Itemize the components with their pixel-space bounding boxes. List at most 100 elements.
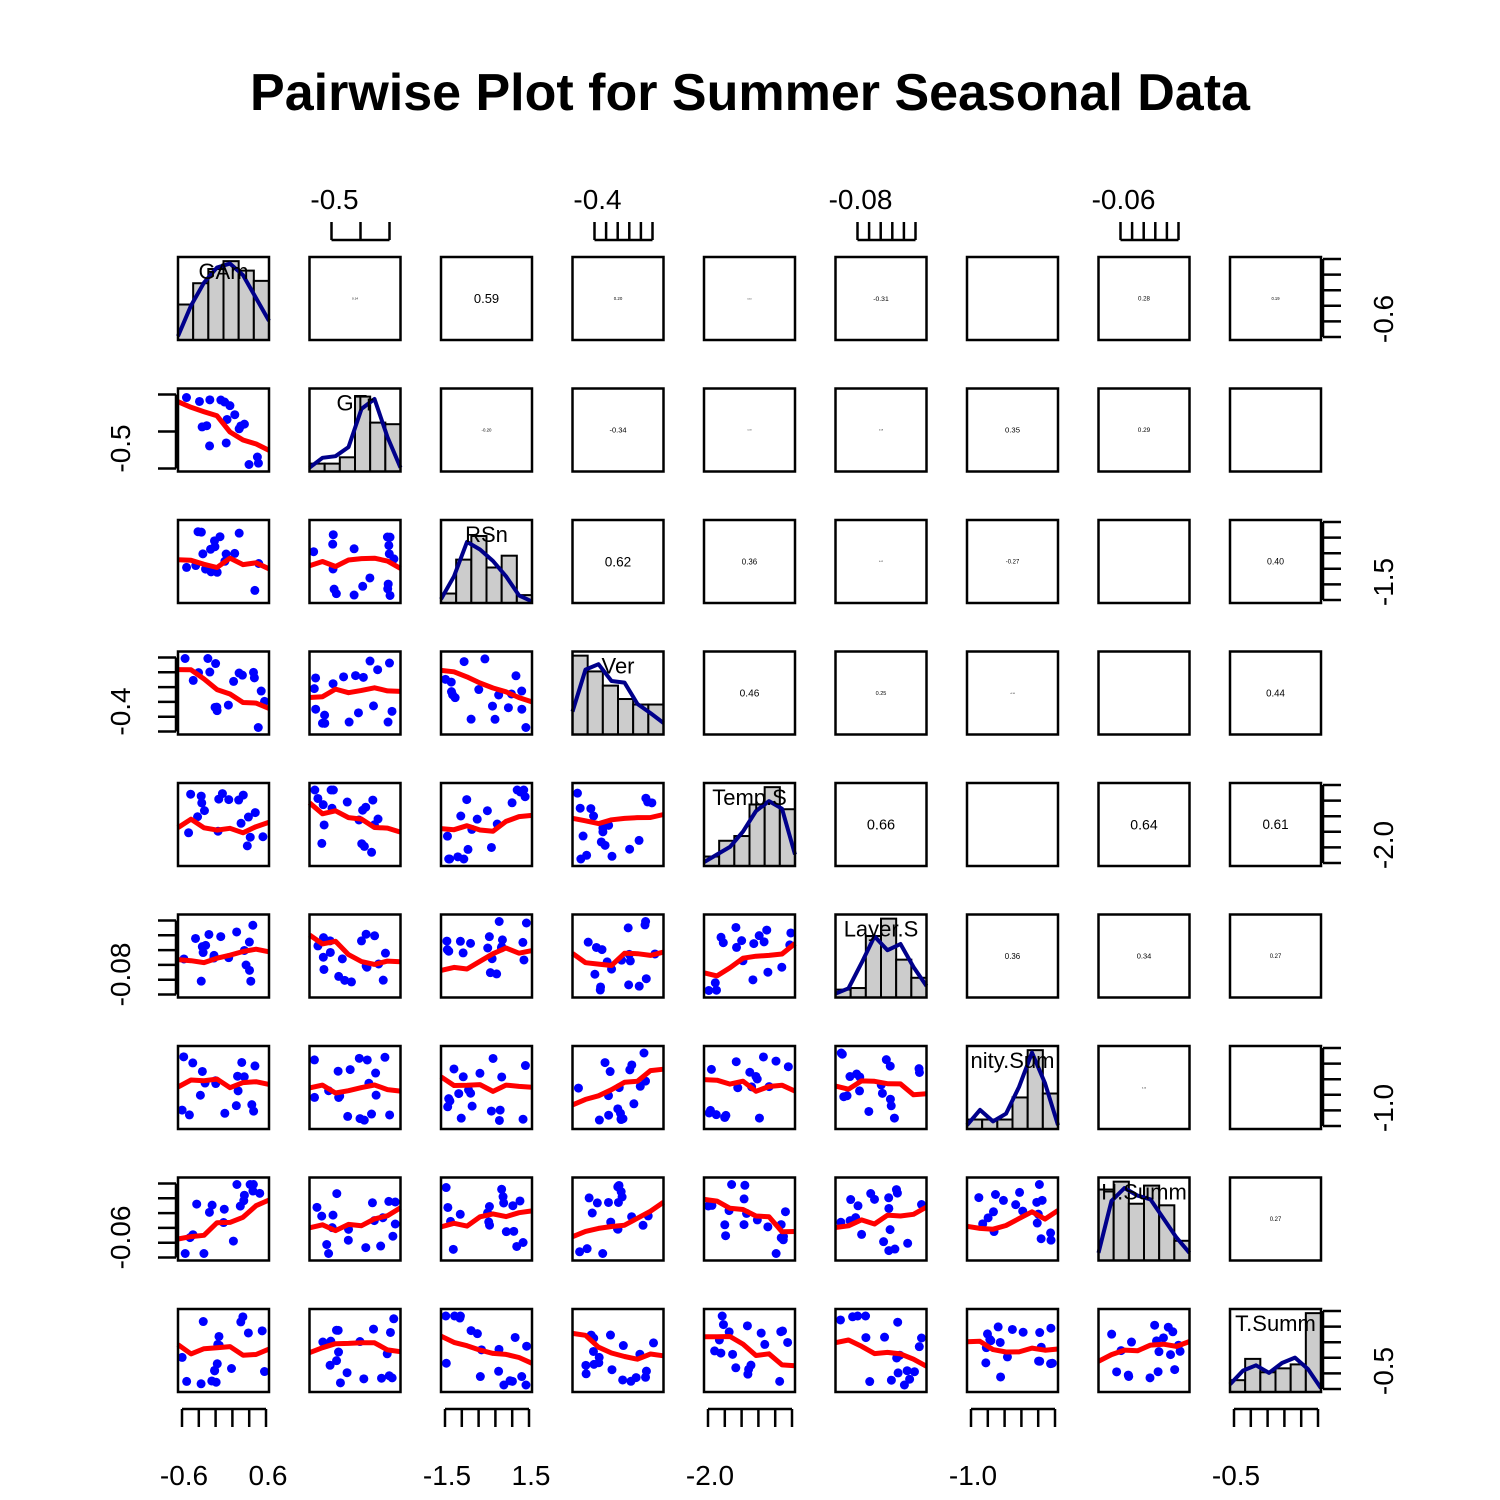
smooth-line [834,1337,928,1369]
scatter-point [595,985,605,995]
scatter-point [1175,1346,1185,1356]
panel-0-0: GAm [176,255,271,342]
scatter-point [335,1378,345,1388]
scatter-point [204,929,214,939]
scatter-point [861,1333,871,1343]
scatter-point [328,530,338,540]
scatter-point [380,1052,390,1062]
scatter-point [329,584,339,594]
scatter-point [343,1111,353,1121]
panel-6-6: nity.Sum [965,1044,1060,1131]
correlation-value: 0.28 [1138,296,1151,303]
scatter-point [1150,1320,1160,1330]
scatter-point [331,1325,341,1335]
panel-frame [834,650,928,736]
scatter-point [383,579,393,589]
scatter-point [368,795,378,805]
smooth-line [440,945,533,973]
scatter-point [199,1249,209,1258]
scatter-point [484,1217,494,1227]
scatter-point [786,928,796,938]
correlation-value: 0.02 [879,561,884,563]
scatter-point [197,798,207,808]
panel-frame [439,387,534,473]
top-tick-label: -0.08 [829,184,893,215]
scatter-point [382,532,392,542]
scatter-point [232,1180,242,1189]
correlation-value: 0.40 [1267,557,1284,567]
scatter-point [759,937,769,947]
scatter-point [1170,1365,1180,1375]
panel-frame [176,1307,271,1394]
scatter-point [309,684,319,694]
smooth-line [704,1334,796,1369]
panel-7-1 [308,1176,402,1262]
scatter-point [520,792,530,802]
hist-bar [485,566,503,605]
bottom-tick-label: -0.5 [1212,1460,1260,1491]
scatter-point [983,1213,993,1223]
scatter-point [643,797,653,807]
hist-bar [1289,1363,1307,1393]
panel-3-5: 0.25 [834,650,928,736]
scatter-point [884,1246,894,1256]
scatter-point [444,946,454,956]
panel-1-5: 0.08 [834,387,928,473]
panel-frame [834,255,928,342]
scatter-point [605,1330,615,1340]
scatter-point [312,1202,322,1212]
panel-frame [965,913,1060,999]
hist-bar [1011,1096,1029,1130]
correlation-value: 0.03 [748,430,753,432]
scatter-point [486,1106,496,1116]
scatter-point [383,717,393,727]
density-curve [570,662,665,725]
scatter-point [592,1198,602,1208]
scatter-point [739,1220,749,1230]
panel-1-0 [176,387,271,473]
scatter-point [494,917,504,926]
scatter-point [618,1375,628,1385]
panel-frame [308,255,402,342]
scatter-point [210,1365,220,1375]
scatter-point [182,1376,192,1386]
panel-frame [439,913,534,999]
correlation-value: 0.59 [474,291,499,306]
panel-4-2 [439,781,534,868]
scatter-point [575,803,585,813]
panel-frame [439,255,534,342]
scatter-point [358,581,368,591]
panel-grid: GAm 0.14 0.59 0.20 0.10 -0.31 0.28 0.19 GTr -0.20… [176,255,1323,1394]
panel-frame [965,650,1060,736]
scatter-point [205,667,215,677]
scatter-point [1158,1333,1168,1343]
scatter-point [1154,1347,1164,1357]
scatter-point [740,1180,750,1190]
scatter-point [518,1114,528,1124]
scatter-point [196,976,206,986]
correlation-value: -0.31 [873,296,889,303]
correlation-value: 0.10 [747,298,752,300]
scatter-point [233,1071,243,1081]
scatter-point [507,798,517,808]
variable-label: nity.Sum [971,1048,1055,1073]
panel-6-2 [439,1044,534,1131]
panel-4-1 [307,781,402,868]
scatter-point [864,1106,874,1116]
scatter-point [731,1363,741,1373]
scatter-point [188,1058,198,1068]
scatter-point [376,1241,386,1251]
panel-5-8: 0.27 [1228,913,1323,999]
scatter-point [211,1377,221,1387]
smooth-line [571,1066,664,1108]
scatter-point [1015,1187,1025,1197]
scatter-point [885,1061,895,1071]
scatter-point [177,1105,187,1115]
panel-frame [834,1176,928,1262]
scatter-point [771,1056,781,1066]
panel-2-6: -0.27 [965,518,1060,605]
scatter-point [322,1240,332,1250]
panel-4-3 [571,781,665,868]
panel-frame [571,1307,665,1394]
